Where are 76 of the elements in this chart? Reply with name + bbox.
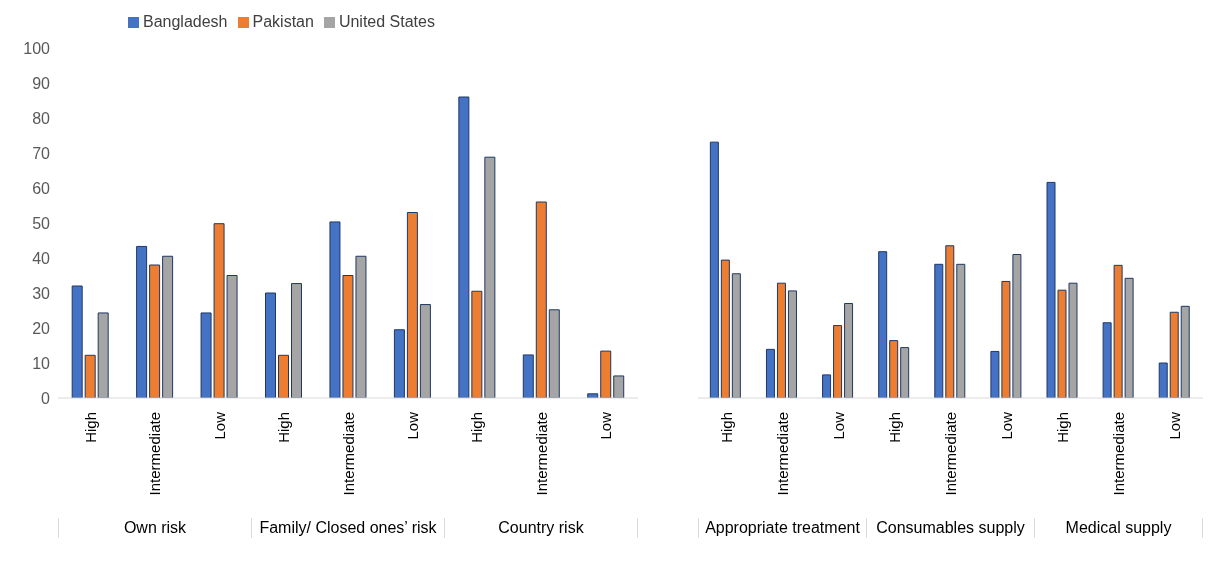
x-tick-label: Low bbox=[597, 411, 615, 440]
x-tick-label: Intermediate bbox=[773, 412, 791, 496]
y-tick-label: 80 bbox=[32, 109, 51, 127]
bar bbox=[548, 309, 560, 398]
bar bbox=[278, 354, 290, 398]
y-tick-label: 70 bbox=[32, 144, 51, 162]
x-tick-label: High bbox=[717, 412, 735, 443]
y-tick-label: 0 bbox=[41, 389, 51, 407]
bar bbox=[97, 312, 109, 398]
bar bbox=[956, 263, 966, 398]
bar bbox=[522, 354, 534, 398]
y-tick-label: 90 bbox=[32, 74, 51, 92]
bar bbox=[84, 354, 96, 398]
x-tick-label: High bbox=[1054, 412, 1072, 443]
bar bbox=[162, 255, 174, 398]
bar bbox=[265, 292, 277, 398]
x-tick-label: Low bbox=[998, 411, 1016, 440]
y-tick-label: 50 bbox=[32, 214, 51, 232]
bar bbox=[934, 263, 944, 398]
text: Country risk bbox=[444, 518, 638, 538]
bar bbox=[613, 375, 625, 398]
text: Own risk bbox=[58, 518, 251, 538]
y-tick-label: 60 bbox=[32, 179, 51, 197]
legend-label: Bangladesh bbox=[143, 13, 228, 30]
bar bbox=[833, 325, 843, 398]
x-tick-label: Low bbox=[1166, 411, 1184, 440]
bar bbox=[900, 347, 910, 398]
bar bbox=[787, 290, 797, 398]
x-tick-label: High bbox=[275, 412, 293, 443]
text: Medical supply bbox=[1034, 518, 1203, 538]
y-tick-label: 30 bbox=[32, 284, 51, 302]
bar bbox=[600, 350, 612, 398]
bar bbox=[71, 285, 83, 398]
bar bbox=[889, 340, 899, 398]
y-tick-label: 100 bbox=[23, 39, 51, 57]
bar bbox=[458, 96, 470, 398]
bar bbox=[776, 282, 786, 398]
x-tick-label: Intermediate bbox=[942, 412, 959, 496]
x-tick-label: Low bbox=[403, 411, 421, 440]
y-tick-label: 10 bbox=[32, 354, 51, 372]
bar bbox=[1158, 362, 1168, 398]
x-tick-label: Low bbox=[210, 411, 228, 440]
y-tick-label: 40 bbox=[32, 249, 51, 267]
bar bbox=[419, 304, 431, 398]
x-tick-label: Intermediate bbox=[532, 412, 550, 496]
bar bbox=[709, 141, 719, 398]
text: Consumables supply bbox=[866, 518, 1034, 538]
bar bbox=[1169, 311, 1179, 398]
bar bbox=[1180, 305, 1190, 398]
bar bbox=[484, 156, 496, 398]
bar bbox=[535, 201, 547, 398]
text: Family/ Closed ones’ risk bbox=[251, 518, 444, 538]
x-tick-label: Low bbox=[829, 411, 847, 440]
bar bbox=[406, 212, 418, 398]
x-tick-label: High bbox=[81, 412, 99, 443]
bar bbox=[291, 283, 303, 398]
x-tick-label: Intermediate bbox=[339, 412, 357, 496]
bar bbox=[765, 348, 775, 398]
bar bbox=[822, 374, 832, 398]
bar bbox=[878, 251, 888, 398]
bar bbox=[136, 245, 148, 398]
bar bbox=[731, 273, 741, 398]
legend-label: Pakistan bbox=[252, 13, 314, 30]
bar bbox=[471, 290, 483, 398]
legend-label: United States bbox=[338, 13, 435, 30]
bar bbox=[720, 259, 730, 398]
x-tick-label: Intermediate bbox=[146, 412, 164, 496]
x-tick-label: High bbox=[468, 412, 486, 443]
x-tick-label: Intermediate bbox=[1110, 412, 1128, 496]
bar bbox=[844, 303, 854, 398]
text: Appropriate treatment bbox=[698, 518, 866, 538]
x-tick-label: High bbox=[885, 412, 903, 443]
bar bbox=[393, 329, 405, 398]
bar bbox=[945, 245, 955, 398]
y-tick-label: 20 bbox=[32, 319, 51, 337]
bar bbox=[149, 264, 161, 398]
